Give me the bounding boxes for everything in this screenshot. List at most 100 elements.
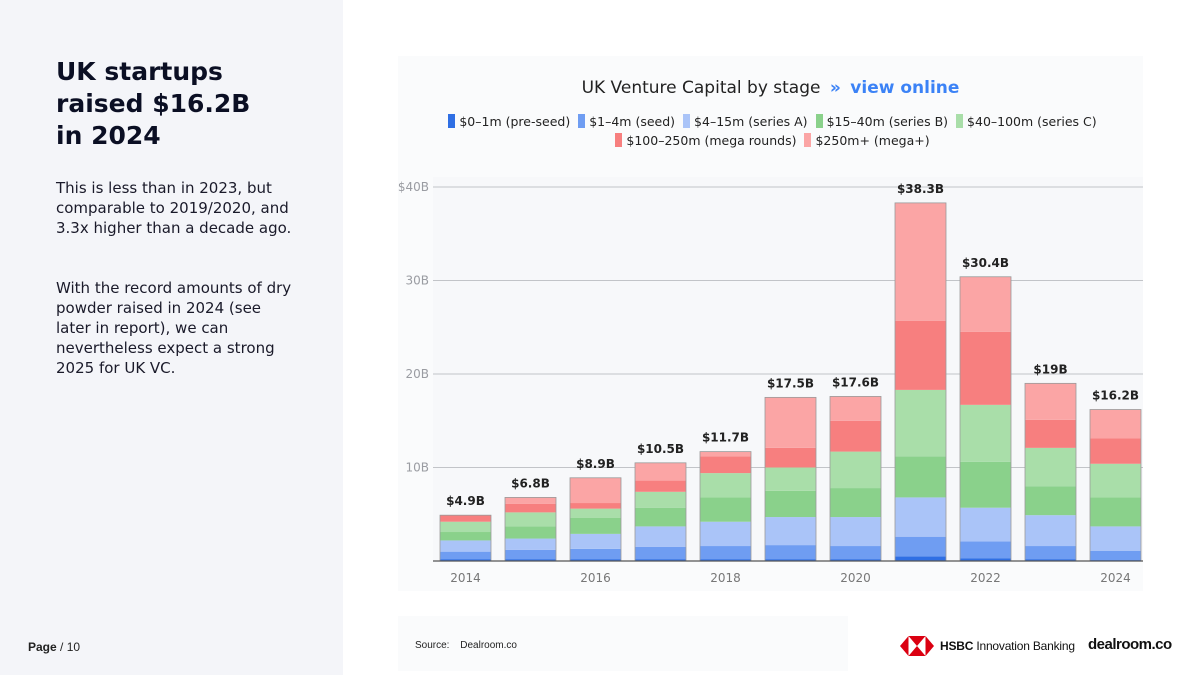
bar-total-label: $17.6B [832,375,879,389]
bar-segment [1025,383,1076,420]
bar-segment [830,546,881,560]
bar-segment [505,512,556,527]
bar-segment [700,473,751,498]
bar-segment [1090,526,1141,551]
x-tick-label: 2020 [840,571,871,585]
bar-segment [960,507,1011,542]
legend-item[interactable]: $4–15m (series A) [683,112,808,131]
bar-total-label: $30.4B [962,256,1009,270]
source-label: Source: [415,640,450,651]
y-tick-label: 30B [405,274,429,288]
bar-segment [440,532,491,541]
bar-segment [505,538,556,550]
dealroom-logo: dealroom.co [1088,636,1172,653]
bar-segment [440,521,491,533]
bar-segment [830,420,881,452]
bar-total-label: $10.5B [637,442,684,456]
left-panel [0,0,343,675]
bar-segment [505,549,556,560]
bar-segment [570,548,621,560]
bar-segment [700,456,751,474]
bar-segment [895,556,946,561]
y-tick-label: $40B [398,180,429,194]
legend-swatch [448,114,456,128]
legend-swatch [804,133,812,147]
bar-segment [700,497,751,522]
bar-segment [1025,546,1076,560]
page-total: / 10 [60,640,81,654]
page-indicator: Page / 10 [28,640,80,654]
legend-item[interactable]: $250m+ (mega+) [804,131,930,150]
bar-segment [1090,463,1141,498]
legend-label: $0–1m (pre-seed) [459,114,571,129]
bar-segment [1025,559,1076,561]
bar-segment [1025,515,1076,547]
bar-segment [960,331,1011,405]
bar-segment [765,447,816,468]
bar-segment [440,515,491,522]
legend-item[interactable]: $15–40m (series B) [815,112,949,131]
view-online-arrow-icon[interactable]: » [829,78,841,98]
bar-segment [635,507,686,527]
chart-title-text: UK Venture Capital by stage [581,78,821,98]
bar-segment [765,490,816,518]
bar-total-label: $4.9B [446,494,485,508]
bar-segment [960,558,1011,561]
bar-segment [700,521,751,547]
bar-segment [830,451,881,489]
bar-segment [570,517,621,534]
x-tick-label: 2022 [970,571,1001,585]
bar-segment [505,526,556,539]
bar-segment [895,389,946,457]
x-tick-label: 2018 [710,571,741,585]
x-tick-label: 2016 [580,571,611,585]
bar-segment [1090,409,1141,439]
legend-label: $4–15m (series A) [694,114,808,129]
bar-segment [765,467,816,491]
legend-swatch [683,114,691,128]
source-value: Dealroom.co [460,640,517,651]
bar-segment [960,461,1011,508]
bar-segment [635,546,686,560]
legend-label: $250m+ (mega+) [815,133,930,148]
bar-segment [1090,550,1141,561]
bar-segment [960,404,1011,462]
legend-label: $40–100m (series C) [967,114,1097,129]
page-label: Page [28,640,57,654]
bar-segment [635,462,686,481]
bar-segment [830,559,881,561]
legend-label: $15–40m (series B) [826,114,949,129]
bar-segment [830,488,881,518]
bar-segment [895,202,946,321]
bar-segment [505,497,556,504]
legend-item[interactable]: $40–100m (series C) [956,112,1097,131]
bar-segment [1090,497,1141,527]
chart-title: UK Venture Capital by stage » view onlin… [398,78,1143,98]
bar-segment [895,456,946,498]
bar-segment [570,508,621,518]
hsbc-innovation-banking-logo: HSBC Innovation Banking [900,636,1075,656]
legend-item[interactable]: $0–1m (pre-seed) [448,112,570,131]
x-tick-label: 2014 [450,571,481,585]
bar-segment [700,451,751,457]
bar-total-label: $19B [1033,362,1067,376]
bar-segment [1025,486,1076,516]
bar-total-label: $16.2B [1092,389,1139,403]
bar-total-label: $6.8B [511,476,550,490]
hsbc-wordmark: HSBC Innovation Banking [940,639,1075,653]
view-online-link[interactable]: view online [850,78,960,98]
bar-total-label: $8.9B [576,457,615,471]
bar-segment [700,546,751,560]
legend-item[interactable]: $1–4m (seed) [578,112,675,131]
hsbc-subbrand: Innovation Banking [976,639,1075,653]
bar-segment [570,559,621,561]
bar-segment [570,533,621,549]
legend-swatch [615,133,623,147]
bar-segment [830,517,881,547]
bar-total-label: $11.7B [702,431,749,445]
legend-swatch [815,114,823,128]
legend-item[interactable]: $100–250m (mega rounds) [615,131,796,150]
bar-segment [765,545,816,560]
y-tick-label: 20B [405,367,429,381]
